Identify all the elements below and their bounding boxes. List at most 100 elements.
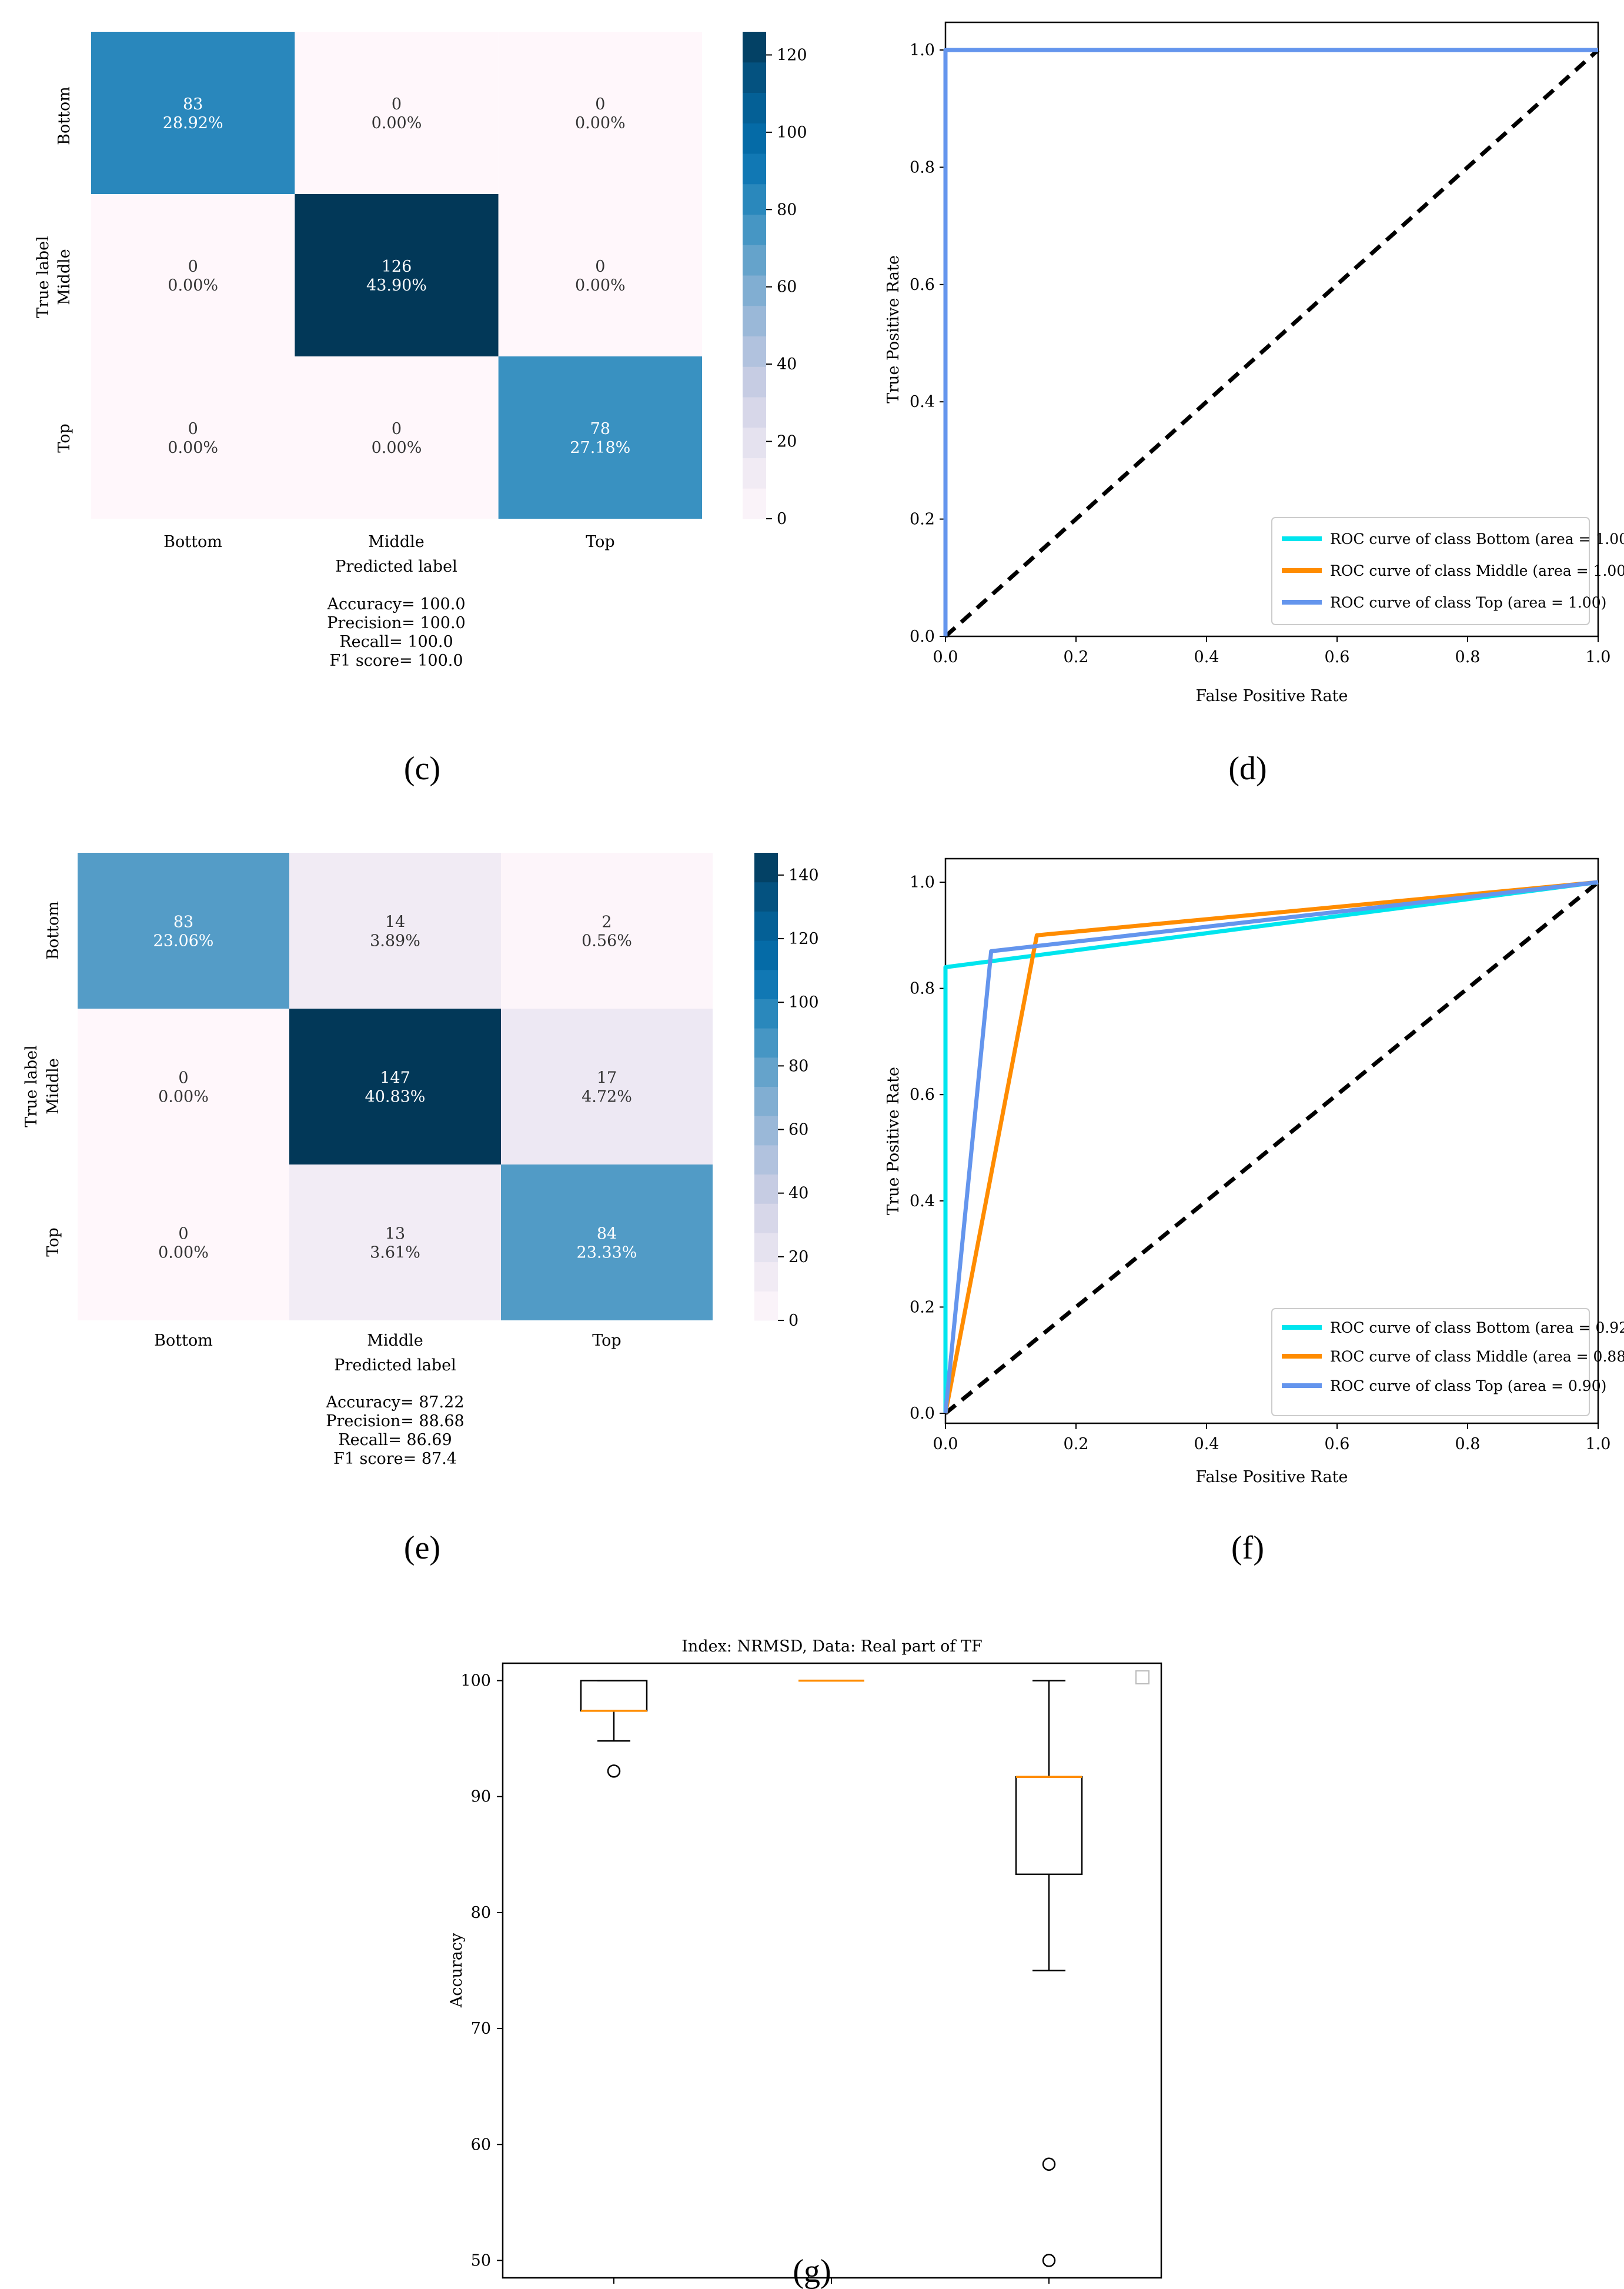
- colorbar-segment: [743, 32, 766, 63]
- cell-percent: 0.00%: [168, 276, 218, 295]
- colorbar-tick-label: 80: [788, 1057, 808, 1075]
- empty-legend-box: [1135, 1670, 1150, 1684]
- colorbar-tick-label: 40: [777, 355, 797, 373]
- metric-recall: Recall= 86.69: [338, 1431, 452, 1449]
- cell-percent: 40.83%: [365, 1088, 426, 1106]
- metric-precision: Precision= 88.68: [326, 1412, 464, 1430]
- cell-count: 2: [602, 913, 611, 932]
- cell-count: 14: [385, 913, 405, 932]
- legend-box: [1271, 517, 1590, 625]
- cell-r0-c2: [498, 32, 702, 194]
- roc-curve-top: [943, 880, 1599, 1414]
- cell-count: 0: [178, 1225, 188, 1243]
- col-label-bottom: Bottom: [163, 533, 222, 551]
- cell-count: 0: [188, 258, 198, 276]
- colorbar-tick-label: 80: [777, 201, 797, 219]
- cell-percent: 4.72%: [582, 1088, 632, 1106]
- x-axis-label: Predicted label: [334, 1356, 456, 1374]
- cell-r1-c0: [78, 1009, 289, 1164]
- colorbar-tick-label: 60: [788, 1121, 808, 1139]
- colorbar-segment: [754, 911, 778, 941]
- cell-r2-c2: [498, 356, 702, 519]
- cell-count: 0: [392, 95, 402, 114]
- metric-accuracy: Accuracy= 100.0: [326, 595, 465, 613]
- roc-chart-f: 0.0 0.2 0.4 0.6 0.8 1.0 0.0 0.2 0.4 0.6 0.8 1.0 ROC…: [884, 857, 1624, 1566]
- colorbar-tick-label: 100: [788, 993, 819, 1012]
- y-axis-label: True Positive Rate: [884, 1067, 903, 1215]
- legend-entry-bottom: ROC curve of class Bottom (area = 0.92): [1330, 1319, 1624, 1336]
- cell-count: 0: [392, 420, 402, 438]
- cell-r0-c0: [78, 853, 289, 1009]
- box-training: [580, 1680, 648, 1712]
- cell-percent: 28.92%: [163, 114, 223, 132]
- cell-percent: 0.00%: [575, 276, 626, 295]
- x-tick-label: 0.6: [1325, 1435, 1350, 1453]
- colorbar-segment: [754, 1057, 778, 1087]
- colorbar-segment: [743, 336, 766, 367]
- cell-r2-c0: [78, 1164, 289, 1320]
- roc-chart-d: 0.0 0.2 0.4 0.6 0.8 1.0 0.0 0.2 0.4 0.6 0.8 1.0 ROC…: [884, 21, 1624, 787]
- legend-entry-middle: ROC curve of class Middle (area = 1.00): [1330, 562, 1624, 579]
- row-label-bottom: Bottom: [44, 901, 62, 960]
- colorbar-segment: [754, 1232, 778, 1263]
- cell-count: 78: [590, 420, 610, 438]
- y-axis-label: True Positive Rate: [884, 255, 903, 403]
- caption-c: (c): [404, 750, 440, 787]
- colorbar-segment: [754, 882, 778, 912]
- col-label-middle: Middle: [367, 1332, 423, 1350]
- y-tick-label: 0.0: [910, 1404, 935, 1423]
- x-tick-label: 0.8: [1455, 1435, 1481, 1453]
- cell-percent: 0.00%: [575, 114, 626, 132]
- colorbar-segment: [743, 275, 766, 306]
- colorbar-segment: [754, 940, 778, 970]
- cell-count: 0: [188, 420, 198, 438]
- colorbar-segment: [743, 214, 766, 245]
- colorbar-tick-label: 40: [788, 1184, 808, 1203]
- colorbar-tick-label: 140: [788, 866, 819, 885]
- cell-count: 84: [597, 1225, 617, 1243]
- col-label-bottom: Bottom: [154, 1332, 213, 1350]
- x-tick-label: 0.2: [1064, 648, 1089, 666]
- colorbar-segment: [743, 245, 766, 276]
- y-axis-label: True label: [34, 236, 52, 318]
- outlier-training: [607, 1764, 621, 1778]
- cell-percent: 0.00%: [372, 114, 422, 132]
- cell-percent: 43.90%: [366, 276, 427, 295]
- confusion-matrix-e: 8323.06%143.89%20.56%00.00%14740.83%174.…: [22, 853, 819, 1566]
- colorbar-segment: [743, 366, 766, 398]
- colorbar-tick-label: 60: [777, 278, 797, 296]
- cell-count: 147: [380, 1069, 410, 1087]
- cell-percent: 3.61%: [370, 1244, 420, 1262]
- y-tick-label: 100: [460, 1672, 491, 1690]
- y-tick-label: 80: [471, 1904, 491, 1922]
- legend: ROC curve of class Bottom (area = 0.92) …: [1271, 1308, 1624, 1416]
- roc-curve-top: [943, 48, 1598, 636]
- cell-percent: 27.18%: [570, 439, 630, 457]
- row-label-middle: Middle: [55, 249, 73, 305]
- cell-count: 0: [595, 258, 605, 276]
- x-tick-label: 1.0: [1586, 648, 1611, 666]
- colorbar-segment: [754, 1174, 778, 1204]
- legend-entry-top: ROC curve of class Top (area = 1.00): [1330, 594, 1606, 611]
- colorbar: 0 20 40 60 80 100 120: [743, 32, 807, 528]
- colorbar-segment: [754, 999, 778, 1029]
- colorbar-segment: [754, 1203, 778, 1233]
- y-axis-label: True label: [22, 1045, 41, 1127]
- y-tick-label: 0.4: [910, 393, 935, 411]
- cell-percent: 3.89%: [370, 932, 420, 950]
- y-tick-label: 0.0: [910, 628, 935, 646]
- cell-percent: 23.06%: [153, 932, 214, 950]
- caption-e: (e): [404, 1530, 440, 1566]
- colorbar-segment: [743, 488, 766, 519]
- colorbar-tick-label: 120: [777, 46, 807, 64]
- matrix-cells: 8328.92%00.00%00.00%00.00%12643.90%00.00…: [91, 32, 702, 519]
- cell-r2-c1: [295, 356, 499, 519]
- cell-r1-c2: [498, 194, 702, 356]
- colorbar-segment: [754, 1291, 778, 1321]
- colorbar-tick-label: 20: [788, 1248, 808, 1266]
- y-tick-label: 0.8: [910, 158, 935, 176]
- metric-accuracy: Accuracy= 87.22: [325, 1393, 464, 1412]
- y-tick-label: 0.8: [910, 980, 935, 998]
- colorbar-segment: [743, 397, 766, 428]
- roc-curves: [943, 48, 1600, 638]
